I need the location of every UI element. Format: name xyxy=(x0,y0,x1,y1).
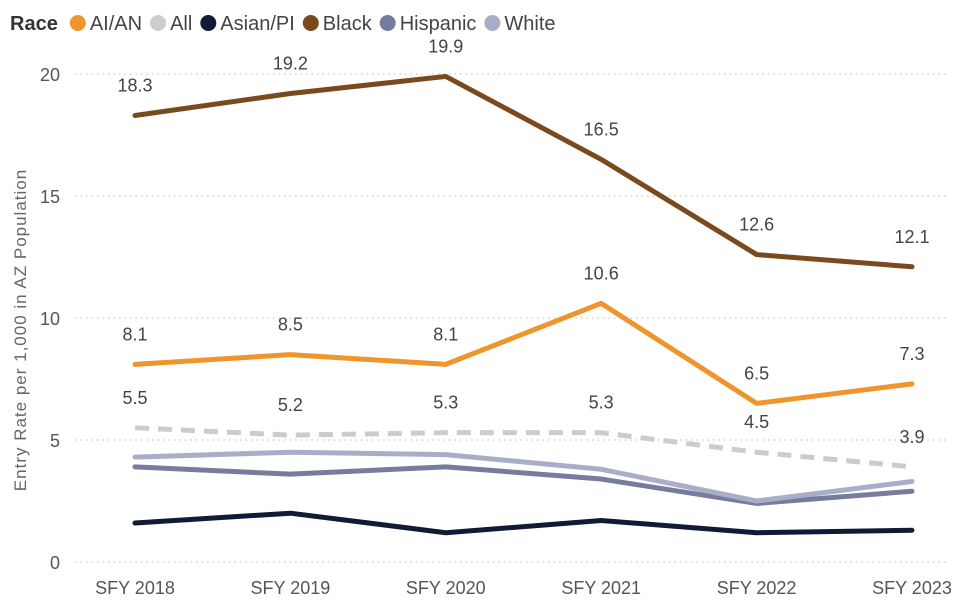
series-line-all xyxy=(134,425,913,470)
legend-label-ai-an: AI/AN xyxy=(90,13,142,35)
series-line-hispanic xyxy=(132,464,915,506)
data-label-ai-an-5: 7.3 xyxy=(899,344,924,364)
legend-marker-all xyxy=(150,15,167,31)
data-label-ai-an-4: 6.5 xyxy=(744,363,769,383)
x-tick-label-sfy-2018: SFY 2018 xyxy=(95,578,175,598)
series-lines xyxy=(132,73,915,536)
y-tick-label-20: 20 xyxy=(40,65,60,85)
data-label-all-5: 3.9 xyxy=(899,427,924,447)
data-label-ai-an-0: 8.1 xyxy=(122,324,147,344)
series-line-ai-an xyxy=(132,300,915,406)
legend-marker-asian-pi xyxy=(200,15,217,31)
data-label-all-0: 5.5 xyxy=(122,388,147,408)
data-label-black-1: 19.2 xyxy=(273,54,308,74)
data-label-ai-an-2: 8.1 xyxy=(433,324,458,344)
x-tick-label-sfy-2021: SFY 2021 xyxy=(561,578,641,598)
data-label-ai-an-3: 10.6 xyxy=(584,263,619,283)
legend-marker-hispanic xyxy=(379,15,396,31)
x-tick-label-sfy-2023: SFY 2023 xyxy=(872,578,952,598)
x-axis: SFY 2018 SFY 2019 SFY 2020 SFY 2021 SFY 2022… xyxy=(95,578,952,598)
series-line-black xyxy=(132,73,915,270)
legend-marker-ai-an xyxy=(69,15,86,31)
legend: Race AI/AN All Asian/PI Black Hispanic White xyxy=(10,13,556,35)
legend-label-all: All xyxy=(170,13,192,35)
data-label-all-1: 5.2 xyxy=(278,395,303,415)
legend-label-hispanic: Hispanic xyxy=(400,13,477,35)
data-label-black-5: 12.1 xyxy=(894,227,929,247)
legend-label-black: Black xyxy=(323,13,373,35)
legend-label-white: White xyxy=(504,13,555,35)
legend-title: Race xyxy=(10,13,58,35)
x-tick-label-sfy-2022: SFY 2022 xyxy=(717,578,797,598)
data-label-black-4: 12.6 xyxy=(739,215,774,235)
data-label-ai-an-1: 8.5 xyxy=(278,315,303,335)
y-axis-title: Entry Rate per 1,000 in AZ Population xyxy=(11,169,30,491)
y-tick-label-10: 10 xyxy=(40,309,60,329)
x-tick-label-sfy-2020: SFY 2020 xyxy=(406,578,486,598)
data-label-black-0: 18.3 xyxy=(117,75,152,95)
data-label-black-3: 16.5 xyxy=(584,119,619,139)
series-line-asian-pi xyxy=(132,510,915,536)
legend-marker-black xyxy=(302,15,319,31)
legend-marker-white xyxy=(484,15,501,31)
y-tick-label-15: 15 xyxy=(40,187,60,207)
y-tick-label-5: 5 xyxy=(50,431,60,451)
data-label-all-4: 4.5 xyxy=(744,412,769,432)
data-label-all-3: 5.3 xyxy=(589,393,614,413)
gridlines xyxy=(75,73,948,563)
data-labels: 18.3 19.2 19.9 16.5 12.6 12.1 8.1 8.5 8.1 10.6 6.5… xyxy=(117,36,929,446)
series-line-white xyxy=(132,449,915,504)
y-tick-label-0: 0 xyxy=(50,553,60,573)
data-label-all-2: 5.3 xyxy=(433,393,458,413)
x-tick-label-sfy-2019: SFY 2019 xyxy=(251,578,331,598)
data-label-black-2: 19.9 xyxy=(428,36,463,56)
y-axis: 0 5 10 15 20 xyxy=(40,65,60,573)
legend-label-asian-pi: Asian/PI xyxy=(220,13,294,35)
